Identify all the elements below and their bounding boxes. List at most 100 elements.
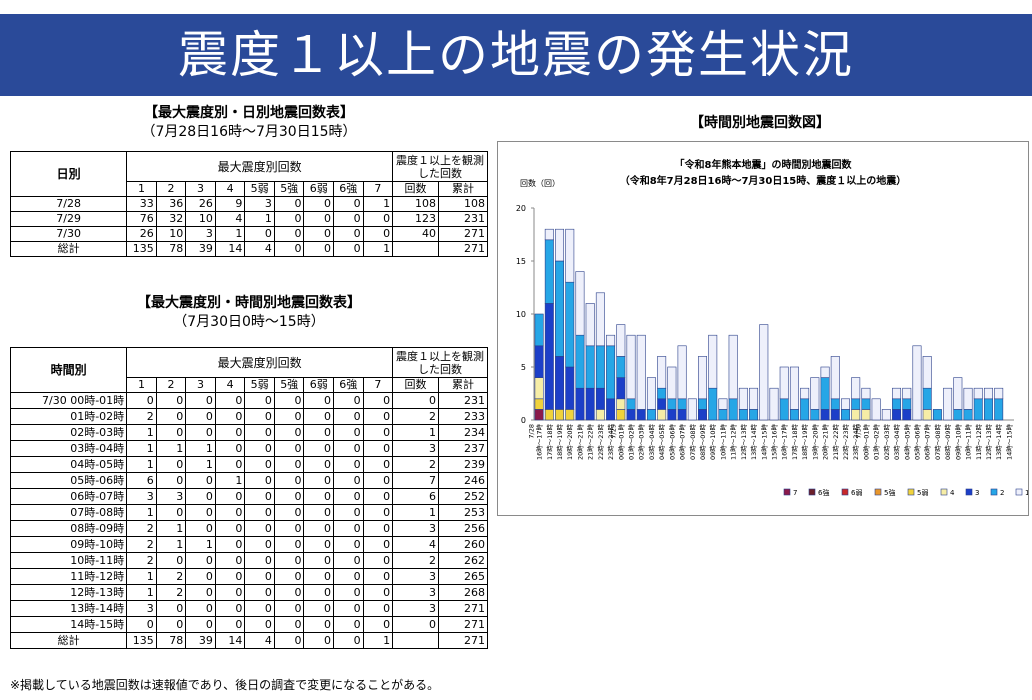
cell-value: 3 <box>244 196 275 212</box>
bar-segment-1 <box>902 387 912 400</box>
cell-value: 0 <box>244 568 275 585</box>
bar-segment-2 <box>738 409 748 421</box>
bar-segment-1 <box>881 409 891 421</box>
cell-value: 0 <box>244 616 275 633</box>
row-label: 14時-15時 <box>9 616 128 633</box>
x-tick-label: 23時～24時 <box>852 424 860 461</box>
header-intensity: 2 <box>155 377 187 393</box>
cell-value: 1 <box>214 472 246 489</box>
bar-segment-2 <box>616 356 626 378</box>
legend-swatch-3 <box>965 488 973 496</box>
cell-value: 0 <box>185 424 216 441</box>
row-label: 07時-08時 <box>9 504 128 521</box>
hourly-table-heading-line2: （7月30日0時～15時） <box>173 314 325 330</box>
bar-segment-2 <box>585 345 595 389</box>
cell-value: 1 <box>126 440 157 457</box>
x-tick-label: 07時～08時 <box>934 424 942 461</box>
hourly-table-heading: 【最大震度別・時間別地震回数表】 （7月30日0時～15時） <box>10 294 488 332</box>
x-tick-label: 08時～09時 <box>699 424 707 461</box>
bar-segment-3 <box>820 409 830 421</box>
cell-value: 0 <box>333 211 364 227</box>
bar-segment-1 <box>830 356 840 400</box>
cell-value: 0 <box>214 408 246 425</box>
x-tick-label: 02時～03時 <box>883 424 891 461</box>
bar-segment-2 <box>626 398 636 410</box>
bar-segment-2 <box>892 398 902 410</box>
row-label: 7/29 <box>9 211 128 227</box>
legend-swatch-2 <box>990 488 998 496</box>
bar-segment-4 <box>922 409 932 421</box>
header-intensity: 2 <box>155 181 187 197</box>
x-tick-label: 20時～21時 <box>822 424 830 461</box>
cell-value: 3 <box>155 488 187 505</box>
y-tick-label: 0 <box>521 416 526 425</box>
legend-label-5強: 5強 <box>884 489 895 497</box>
bar-segment-3 <box>555 356 565 410</box>
cell-total: 252 <box>437 488 489 505</box>
bar-segment-1 <box>667 366 677 400</box>
cell-value: 1 <box>185 440 216 457</box>
bar-segment-1 <box>749 387 759 410</box>
cell-total: 231 <box>437 392 489 409</box>
cell-value: 0 <box>244 488 275 505</box>
cell-value: 0 <box>303 600 335 617</box>
cell-total: 253 <box>437 504 489 521</box>
cell-value: 0 <box>333 600 364 617</box>
cell-value: 0 <box>185 472 216 489</box>
table-row: 7/30 00時-01時 0 0 0 0 0 0 0 0 0 0 231 <box>9 392 489 409</box>
row-label: 03時-04時 <box>9 440 128 457</box>
cell-value: 3 <box>126 488 157 505</box>
cell-value: 0 <box>155 408 187 425</box>
day-marker-label: 7/28 <box>528 424 536 439</box>
header-intensity: 5強 <box>273 181 305 197</box>
bar-segment-3 <box>636 409 646 421</box>
header-intensity: 6強 <box>333 377 364 393</box>
bar-segment-2 <box>595 345 605 389</box>
cell-value: 0 <box>362 408 394 425</box>
row-label: 02時-03時 <box>9 424 128 441</box>
bar-segment-2 <box>708 387 718 421</box>
x-tick-label: 00時～01時 <box>862 424 870 461</box>
bar-segment-3 <box>626 409 636 421</box>
bar-segment-2 <box>718 409 728 421</box>
cell-value: 0 <box>155 472 187 489</box>
cell-value: 0 <box>185 392 216 409</box>
cell-value: 0 <box>273 600 305 617</box>
cell-count: 3 <box>392 440 439 457</box>
cell-value: 1 <box>155 520 187 537</box>
cell-value: 0 <box>185 408 216 425</box>
cell-value: 1 <box>126 568 157 585</box>
cell-count: 40 <box>392 226 439 242</box>
cell-value: 0 <box>362 440 394 457</box>
x-tick-label: 20時～21時 <box>576 424 584 461</box>
cell-value: 4 <box>214 211 246 227</box>
cell-value: 0 <box>303 488 335 505</box>
x-tick-label: 00時～01時 <box>617 424 625 461</box>
cell-value: 0 <box>333 568 364 585</box>
header-intensity: 6強 <box>333 181 364 197</box>
cell-total: 271 <box>437 226 489 242</box>
x-tick-label: 14時～15時 <box>1005 424 1013 461</box>
cell-value: 0 <box>303 568 335 585</box>
cell-total: 239 <box>437 456 489 473</box>
bar-segment-1 <box>595 292 605 347</box>
x-tick-label: 04時～05時 <box>658 424 666 461</box>
bar-segment-1 <box>657 356 667 389</box>
bar-segment-1 <box>922 356 932 389</box>
table-row: 04時-05時 1 0 1 0 0 0 0 0 0 2 239 <box>9 456 489 473</box>
table-row: 総計 135 78 39 14 4 0 0 0 1 271 <box>9 632 489 649</box>
bar-segment-2 <box>728 398 738 421</box>
legend-label-2: 2 <box>1000 489 1004 497</box>
x-tick-label: 11時～12時 <box>730 424 738 461</box>
bar-segment-1 <box>994 387 1004 400</box>
bar-segment-3 <box>595 387 605 410</box>
cell-value: 4 <box>244 241 275 257</box>
header-observed-count: 震度１以上を観測した回数 <box>392 347 488 378</box>
bar-segment-2 <box>963 409 973 421</box>
cell-value: 0 <box>185 616 216 633</box>
page-title: 震度１以上の地震の発生状況 <box>178 26 854 84</box>
cell-total: 265 <box>437 568 489 585</box>
cell-value: 0 <box>303 456 335 473</box>
table-row: 14時-15時 0 0 0 0 0 0 0 0 0 0 271 <box>9 616 489 633</box>
cell-value: 0 <box>303 211 335 227</box>
